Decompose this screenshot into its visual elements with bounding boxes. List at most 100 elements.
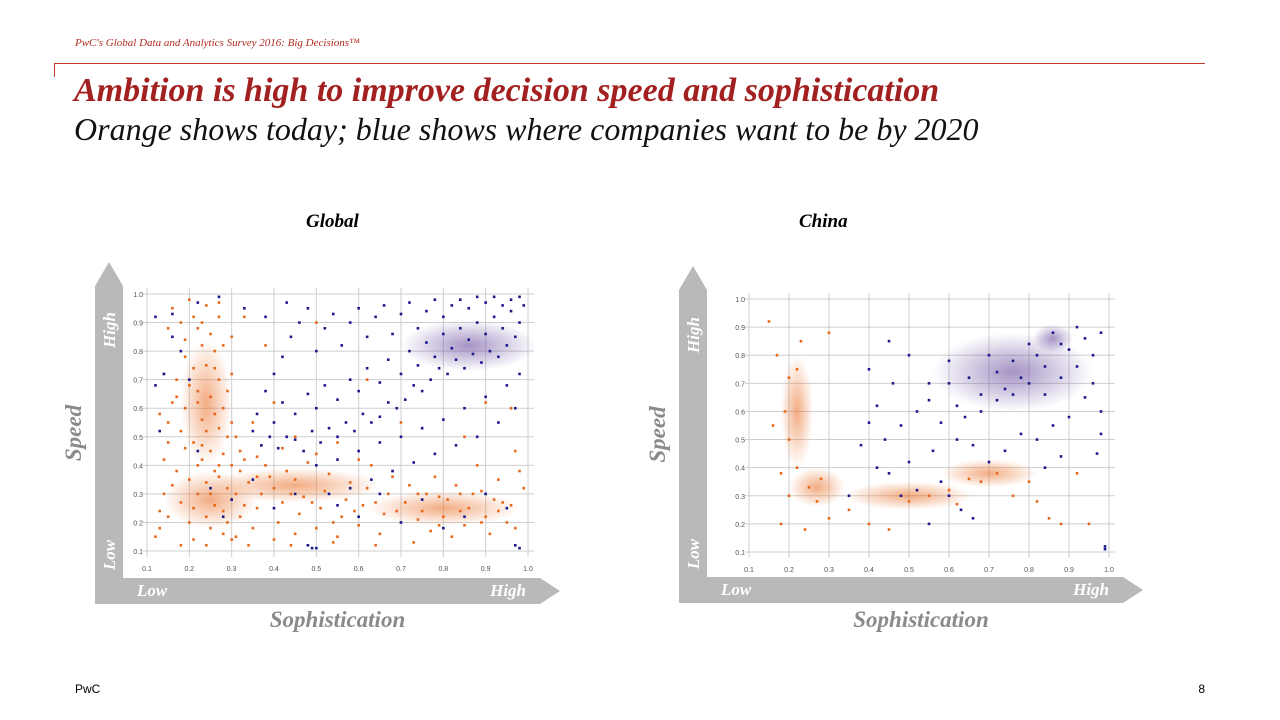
global-blue-point <box>188 378 191 381</box>
china-blue-point <box>947 494 951 498</box>
global-orange-point <box>255 475 259 479</box>
global-orange-point <box>429 529 432 533</box>
china-orange-point <box>995 471 999 475</box>
global-blue-point <box>425 341 428 344</box>
china-orange-point <box>947 488 951 492</box>
global-x-tick-label: 0.8 <box>438 566 448 573</box>
global-blue-point <box>298 321 301 324</box>
global-blue-point <box>209 486 212 490</box>
global-blue-point <box>264 315 267 319</box>
global-blue-point <box>467 306 471 310</box>
global-y-axis-arrow <box>95 262 123 604</box>
global-orange-point <box>387 492 390 496</box>
global-blue-point <box>433 355 437 359</box>
global-orange-point <box>204 304 208 307</box>
global-orange-point <box>319 506 322 510</box>
global-blue-point <box>357 389 360 393</box>
global-blue-point <box>348 378 352 381</box>
global-blue-point <box>255 412 259 416</box>
global-orange-point <box>200 418 204 421</box>
china-blue-point <box>1075 325 1079 329</box>
global-x-tick-label: 0.2 <box>184 566 194 573</box>
global-orange-point <box>171 484 174 487</box>
global-orange-point <box>175 378 178 381</box>
global-orange-point <box>255 455 259 459</box>
global-orange-point <box>416 518 420 521</box>
global-orange-point <box>179 321 183 324</box>
global-blue-point <box>315 406 318 410</box>
global-orange-point <box>234 492 238 496</box>
global-density-layer <box>163 319 534 529</box>
global-blue-series <box>154 295 526 550</box>
global-orange-point <box>196 492 200 496</box>
global-blue-point <box>518 372 521 376</box>
global-orange-point <box>484 515 487 519</box>
china-y-tick-label: 0.6 <box>735 409 745 416</box>
global-blue-point <box>272 421 276 424</box>
global-orange-point <box>247 543 250 547</box>
global-blue-point <box>353 429 356 433</box>
global-blue-point <box>154 315 157 319</box>
global-orange-point <box>497 509 500 513</box>
global-orange-point <box>221 406 225 410</box>
global-orange-point <box>323 489 327 493</box>
china-x-axis-title: Sophistication <box>853 607 988 632</box>
global-scatter-chart: High Low Low High Sophistication Speed 0.1 0.1 0… <box>61 262 560 632</box>
global-blue-point <box>336 435 339 439</box>
global-blue-point <box>336 398 339 401</box>
global-blue-point <box>272 372 276 376</box>
global-blue-point <box>420 498 424 501</box>
global-orange-point <box>315 526 318 530</box>
global-blue-point <box>331 312 335 316</box>
global-y-axis-title: Speed <box>61 404 86 461</box>
global-orange-point <box>370 464 373 467</box>
global-orange-point <box>514 449 517 453</box>
global-blue-point <box>310 546 314 550</box>
global-orange-point <box>183 338 187 341</box>
global-orange-point <box>255 506 259 510</box>
global-orange-point <box>213 504 217 507</box>
global-orange-point <box>188 384 191 387</box>
global-orange-point <box>480 489 483 493</box>
china-orange-point <box>955 502 959 506</box>
global-orange-point <box>365 378 369 381</box>
global-orange-point <box>509 406 513 410</box>
china-blue-point <box>867 367 871 371</box>
global-blue-point <box>509 298 513 302</box>
global-blue-point <box>484 492 487 496</box>
global-orange-point <box>497 478 500 481</box>
global-blue-point <box>484 301 487 304</box>
global-blue-point <box>315 546 318 550</box>
china-orange-point <box>1087 522 1091 526</box>
china-orange-point <box>799 339 803 343</box>
global-orange-point <box>425 492 428 496</box>
global-blue-point <box>442 418 445 421</box>
global-blue-point <box>344 421 348 424</box>
global-blue-point <box>497 355 500 359</box>
global-blue-point <box>387 401 390 404</box>
global-blue-point <box>370 478 373 481</box>
global-orange-point <box>200 458 204 461</box>
global-orange-point <box>175 469 178 473</box>
china-orange-point <box>779 522 783 526</box>
china-blue-point <box>887 339 891 343</box>
global-blue-point <box>518 321 521 324</box>
global-y-tick-label: 0.7 <box>133 378 143 385</box>
china-blue-point <box>939 421 943 424</box>
global-orange-point <box>285 469 288 473</box>
china-y-tick-label: 0.4 <box>735 466 745 473</box>
global-blue-point <box>399 521 403 524</box>
global-blue-point <box>399 435 403 439</box>
global-orange-point <box>395 509 399 513</box>
china-scatter-chart: High Low Low High Sophistication Speed 0.1 0.1 0… <box>645 266 1143 632</box>
global-blue-point <box>446 372 449 376</box>
global-blue-point <box>454 358 458 361</box>
global-orange-point <box>454 484 458 487</box>
global-orange-point <box>272 538 276 541</box>
global-x-tick-label: 0.6 <box>354 566 364 573</box>
global-orange-point <box>209 332 212 336</box>
global-blue-point <box>403 398 407 401</box>
china-blue-point <box>1103 545 1107 548</box>
china-blue-point <box>915 410 919 413</box>
china-blue-point <box>887 471 891 475</box>
